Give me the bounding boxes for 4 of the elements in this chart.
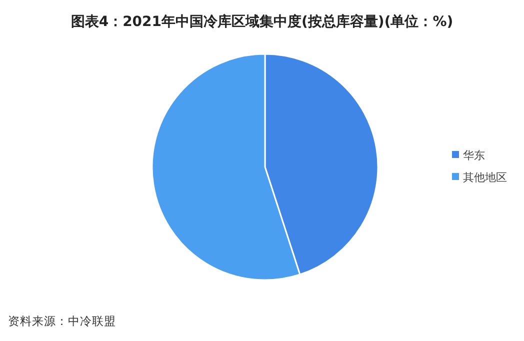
legend-label: 华东 bbox=[463, 149, 485, 162]
legend-label: 其他地区 bbox=[463, 171, 507, 184]
chart-title: 图表4：2021年中国冷库区域集中度(按总库容量)(单位：%) bbox=[70, 13, 454, 30]
text: 资料来源：中冷联盟 bbox=[8, 314, 116, 328]
